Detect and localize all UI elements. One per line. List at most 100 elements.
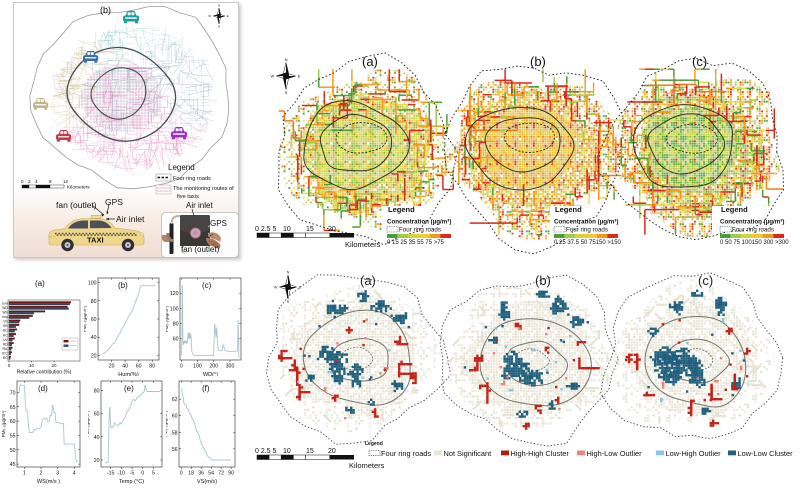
- svg-text:60: 60: [10, 419, 16, 425]
- svg-text:Kilometers: Kilometers: [349, 461, 385, 470]
- svg-text:Low-High Outlier: Low-High Outlier: [666, 449, 722, 458]
- svg-text:80: 80: [91, 299, 97, 305]
- svg-text:90: 90: [228, 471, 234, 477]
- svg-text:WD: WD: [2, 306, 8, 310]
- svg-text:E: E: [227, 14, 229, 18]
- svg-text:(c): (c): [692, 54, 707, 69]
- svg-text:W: W: [208, 14, 211, 18]
- svg-text:S: S: [287, 300, 290, 304]
- svg-text:100: 100: [193, 364, 202, 370]
- svg-text:0: 0: [141, 471, 144, 477]
- svg-text:0: 0: [8, 363, 11, 368]
- svg-text:WS: WS: [2, 311, 7, 315]
- svg-text:Hum: Hum: [2, 302, 8, 306]
- svg-text:Temp (°C): Temp (°C): [119, 479, 144, 485]
- svg-text:-5: -5: [130, 471, 135, 477]
- svg-text:40: 40: [122, 364, 128, 370]
- svg-text:72: 72: [218, 471, 224, 477]
- svg-text:PM₂.₅(µg/m³): PM₂.₅(µg/m³): [84, 305, 87, 332]
- svg-text:100: 100: [88, 281, 97, 287]
- svg-text:The monitoring routes of: The monitoring routes of: [173, 186, 234, 192]
- svg-text:80: 80: [149, 364, 155, 370]
- svg-text:Hum(%): Hum(%): [118, 372, 139, 376]
- svg-text:10: 10: [283, 226, 291, 233]
- svg-text:20: 20: [328, 226, 336, 233]
- svg-text:E: E: [298, 73, 301, 78]
- svg-text:HC: HC: [3, 333, 8, 337]
- svg-text:2: 2: [40, 471, 43, 477]
- svg-text:BCC: BCC: [2, 351, 8, 355]
- svg-text:80: 80: [173, 322, 179, 328]
- svg-text:High-Low Outlier: High-Low Outlier: [587, 449, 643, 458]
- svg-text:W: W: [274, 285, 278, 289]
- svg-text:Four ring roads: Four ring roads: [566, 227, 608, 234]
- svg-text:Kilometers: Kilometers: [345, 240, 381, 249]
- svg-text:WD(°): WD(°): [203, 372, 218, 376]
- svg-text:12: 12: [63, 179, 69, 184]
- svg-text:2: 2: [28, 179, 31, 184]
- svg-text:(b): (b): [535, 273, 551, 288]
- svg-text:(e): (e): [124, 384, 134, 393]
- svg-text:RC: RC: [3, 356, 8, 360]
- svg-text:62: 62: [172, 397, 178, 403]
- svg-text:15: 15: [306, 448, 314, 455]
- svg-text:Four ring roads: Four ring roads: [381, 449, 431, 458]
- svg-text:0 2.5 5: 0 2.5 5: [255, 226, 277, 233]
- svg-text:200: 200: [209, 364, 218, 370]
- svg-text:54: 54: [208, 471, 214, 477]
- svg-text:WS(m/s ): WS(m/s ): [37, 479, 60, 485]
- svg-text:20: 20: [51, 363, 57, 368]
- svg-text:BC: BC: [3, 329, 8, 333]
- svg-text:Concentration (µg/m³): Concentration (µg/m³): [720, 219, 784, 226]
- svg-text:-15: -15: [107, 471, 115, 477]
- svg-text:Relative contribution (%): Relative contribution (%): [17, 370, 72, 375]
- svg-text:(b): (b): [530, 54, 546, 69]
- svg-text:Temp: Temp: [2, 315, 8, 319]
- svg-text:65: 65: [10, 405, 16, 411]
- svg-text:Not Significant: Not Significant: [444, 449, 492, 458]
- svg-text:SR: SR: [3, 324, 8, 328]
- svg-text:0 50 75 100150 300 >300: 0 50 75 100150 300 >300: [720, 240, 789, 246]
- svg-text:70: 70: [10, 391, 16, 397]
- svg-text:Legend: Legend: [168, 163, 195, 172]
- svg-text:Legend: Legend: [555, 205, 582, 214]
- svg-text:VS(m/s): VS(m/s): [197, 479, 217, 485]
- svg-text:(c): (c): [202, 281, 212, 290]
- svg-text:PM₂.₅(µg/m³): PM₂.₅(µg/m³): [166, 305, 169, 332]
- svg-text:60: 60: [173, 337, 179, 343]
- svg-text:18: 18: [188, 471, 194, 477]
- svg-text:S: S: [218, 25, 220, 29]
- svg-text:58: 58: [172, 430, 178, 436]
- svg-text:20: 20: [91, 353, 97, 359]
- svg-text:8: 8: [49, 179, 52, 184]
- svg-text:15: 15: [306, 226, 314, 233]
- svg-text:0 15 25 35 55 75 >75: 0 15 25 35 55 75 >75: [387, 240, 445, 246]
- svg-text:45: 45: [10, 462, 16, 468]
- svg-text:Legend: Legend: [365, 441, 383, 447]
- svg-text:-10: -10: [118, 471, 126, 477]
- svg-text:(a): (a): [360, 273, 376, 288]
- svg-text:(f): (f): [202, 384, 210, 393]
- svg-text:3: 3: [56, 471, 59, 477]
- svg-text:(d): (d): [38, 384, 48, 393]
- svg-text:PM₂.₅(µg/m³): PM₂.₅(µg/m³): [166, 410, 168, 437]
- svg-text:Legend: Legend: [388, 205, 415, 214]
- svg-text:40: 40: [94, 435, 100, 441]
- svg-text:S: S: [285, 90, 288, 95]
- svg-text:Four ring roads: Four ring roads: [732, 227, 774, 234]
- svg-text:60: 60: [91, 317, 97, 323]
- svg-text:20: 20: [328, 448, 336, 455]
- svg-text:0 25 37.5 50 75150 >150: 0 25 37.5 50 75150 >150: [554, 240, 622, 246]
- svg-text:E: E: [299, 285, 302, 289]
- svg-text:(c): (c): [698, 273, 713, 288]
- svg-text:0: 0: [180, 364, 183, 370]
- svg-text:W: W: [271, 73, 275, 78]
- svg-text:120: 120: [170, 291, 179, 297]
- svg-text:10: 10: [283, 448, 291, 455]
- svg-text:20: 20: [109, 364, 115, 370]
- svg-text:Concentration (µg/m³): Concentration (µg/m³): [387, 219, 451, 226]
- svg-text:100: 100: [170, 306, 179, 312]
- svg-text:0: 0: [21, 179, 24, 184]
- svg-text:High-High Cluster: High-High Cluster: [511, 449, 570, 458]
- svg-text:300: 300: [226, 364, 235, 370]
